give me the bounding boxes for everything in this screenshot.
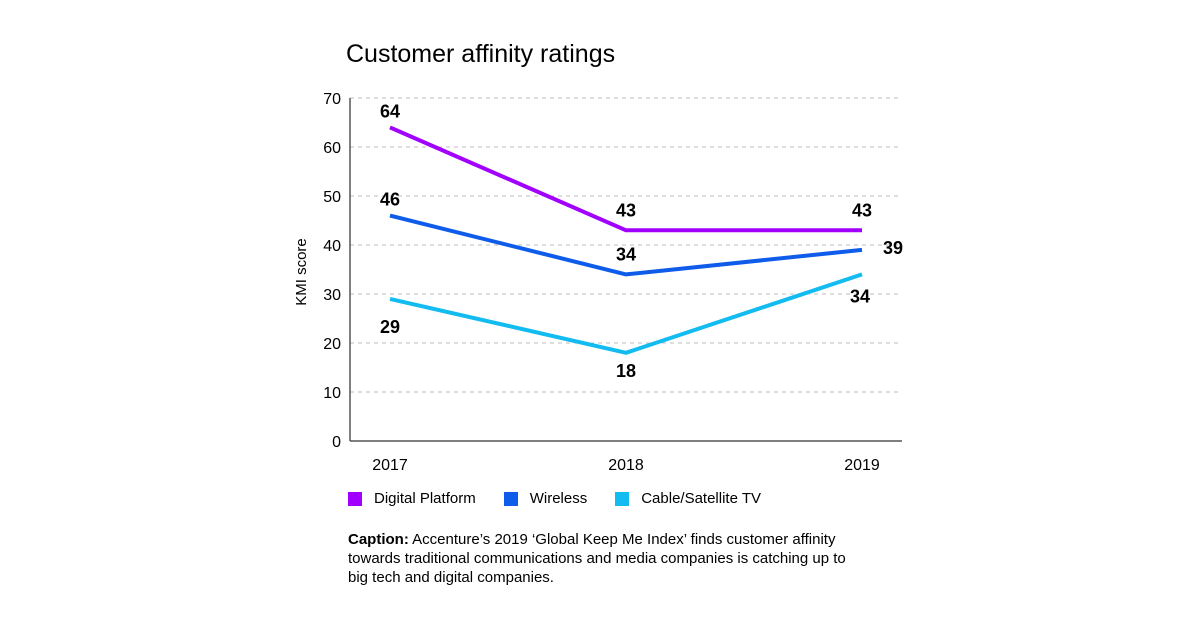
legend: Digital Platform Wireless Cable/Satellit… [348,490,789,507]
legend-item-digital-platform: Digital Platform [348,490,476,507]
axes: 0 10 20 30 40 50 60 70 2017 2018 2019 [323,91,902,474]
series-line-cable-satellite-tv [389,272,863,355]
data-label: 46 [380,190,400,210]
data-label: 18 [616,361,636,381]
legend-item-wireless: Wireless [503,490,588,507]
y-tick-label: 50 [323,189,341,206]
y-tick-label: 0 [332,434,341,451]
series-line-digital-platform [389,125,862,233]
y-tick-label: 20 [323,336,341,353]
gridlines [350,97,902,393]
data-labels: 64 43 43 46 34 39 29 18 34 [380,101,903,380]
caption-text: Accenture’s 2019 ‘Global Keep Me Index’ … [348,531,846,586]
legend-label-digital-platform: Digital Platform [374,490,476,507]
caption-label: Caption: [348,531,409,548]
x-tick-label: 2018 [608,457,644,474]
legend-swatch-cable-satellite-tv [615,491,630,506]
legend-swatch-digital-platform [348,491,362,506]
chart-caption: Caption: Accenture’s 2019 ‘Global Keep M… [348,530,848,587]
legend-item-cable-satellite-tv: Cable/Satellite TV [615,490,761,507]
x-tick-label: 2017 [372,457,408,474]
data-label: 64 [380,101,400,121]
data-label: 39 [883,238,903,258]
data-label: 34 [850,286,870,306]
legend-label-wireless: Wireless [529,490,588,507]
legend-label-cable-satellite-tv: Cable/Satellite TV [641,490,762,507]
y-tick-label: 30 [323,287,341,304]
data-label: 29 [380,317,400,337]
data-label: 43 [852,200,872,220]
y-tick-label: 10 [323,385,341,402]
data-label: 34 [616,244,636,264]
x-tick-label: 2019 [844,457,880,474]
legend-swatch-wireless [503,491,518,506]
y-tick-label: 70 [323,91,341,108]
y-tick-label: 60 [323,140,341,157]
y-tick-label: 40 [323,238,341,255]
y-axis-label: KMI score [293,238,310,306]
series-lines [389,125,863,355]
series-line-wireless [389,213,863,277]
chart-title: Customer affinity ratings [346,40,616,68]
data-label: 43 [616,200,636,220]
